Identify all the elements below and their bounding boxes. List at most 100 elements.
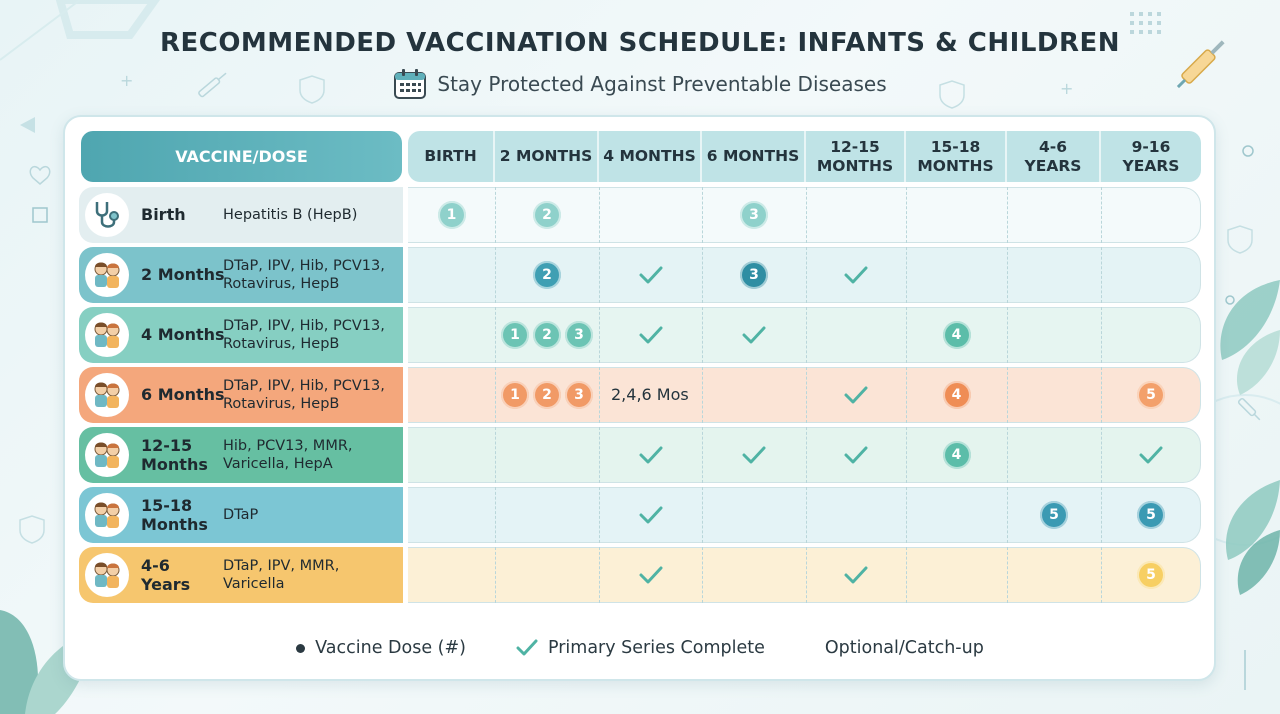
check-icon	[1139, 446, 1163, 464]
row-age: 6 Months	[141, 385, 225, 405]
cell-divider	[906, 307, 907, 363]
avatar	[85, 553, 129, 597]
cell-divider	[702, 187, 703, 243]
cell-divider	[906, 487, 907, 543]
dose-badge: 5	[1137, 381, 1165, 409]
row-data-area	[408, 427, 1201, 483]
children-icon	[94, 262, 120, 288]
page-subtitle: Stay Protected Against Preventable Disea…	[0, 68, 1280, 100]
children-icon	[94, 322, 120, 348]
legend-optional-label: Optional/Catch-up	[824, 638, 984, 658]
avatar	[85, 373, 129, 417]
cell-divider	[702, 547, 703, 603]
check-icon	[639, 566, 662, 584]
cell-divider	[1101, 487, 1102, 543]
dose-badge: 2	[533, 201, 561, 229]
check-icon	[844, 386, 868, 404]
check-icon	[742, 326, 766, 344]
cell-divider	[1007, 307, 1008, 363]
dose-badge: 5	[1040, 501, 1068, 529]
check-icon	[639, 506, 662, 524]
column-header: BIRTH	[408, 131, 495, 182]
row-vaccines: DTaP, IPV, Hib, PCV13, Rotavirus, HepB	[223, 317, 385, 352]
cell-divider	[495, 487, 496, 543]
cell-divider	[599, 427, 600, 483]
cell-divider	[495, 427, 496, 483]
cell-divider	[495, 187, 496, 243]
row-age: Birth	[141, 205, 186, 225]
cell-divider	[1101, 427, 1102, 483]
check-icon	[742, 446, 766, 464]
cell-divider	[702, 307, 703, 363]
legend-complete-label: Primary Series Complete	[547, 638, 765, 658]
cell-divider	[599, 367, 600, 423]
row-label: 15-18 Months DTaP	[79, 487, 403, 543]
dose-badge: 2	[533, 321, 561, 349]
row-age: 15-18 Months	[141, 495, 208, 534]
cell-divider	[495, 307, 496, 363]
cell-divider	[1007, 187, 1008, 243]
column-header: 4-6 YEARS	[1007, 131, 1101, 182]
children-icon	[94, 442, 120, 468]
cell-divider	[806, 247, 807, 303]
row-vaccines: Hib, PCV13, MMR, Varicella, HepA	[223, 437, 353, 472]
page-title: RECOMMENDED VACCINATION SCHEDULE: INFANT…	[159, 28, 1121, 58]
check-icon	[844, 566, 868, 584]
table-row: Birth Hepatitis B (HepB) 1 2 3	[79, 187, 1201, 243]
column-header: 6 MONTHS	[702, 131, 806, 182]
row-label: 2 Months DTaP, IPV, Hib, PCV13, Rotavirus…	[79, 247, 403, 303]
cell-divider	[806, 307, 807, 363]
cell-divider	[702, 427, 703, 483]
legend-optional: Optional/Catch-up	[825, 638, 984, 658]
check-icon	[639, 326, 662, 344]
dose-badge: 5	[1137, 561, 1165, 589]
cell-divider	[599, 547, 600, 603]
cell-divider	[906, 427, 907, 483]
cell-divider	[702, 487, 703, 543]
dose-badge: 3	[565, 321, 593, 349]
column-header: 2 MONTHS	[495, 131, 599, 182]
row-vaccines: DTaP, IPV, MMR, Varicella	[223, 557, 340, 592]
cell-divider	[599, 247, 600, 303]
row-data-area	[408, 187, 1201, 243]
row-vaccines: Hepatitis B (HepB)	[223, 206, 358, 223]
cell-divider	[702, 367, 703, 423]
cell-divider	[906, 187, 907, 243]
legend-dose: Vaccine Dose (#)	[296, 638, 466, 658]
row-label: 6 Months DTaP, IPV, Hib, PCV13, Rotavirus…	[79, 367, 403, 423]
column-header: 4 MONTHS	[599, 131, 702, 182]
cell-divider	[599, 187, 600, 243]
dose-badge: 5	[1137, 501, 1165, 529]
cell-divider	[1101, 307, 1102, 363]
row-data-area	[408, 547, 1201, 603]
cell-divider	[495, 367, 496, 423]
avatar	[85, 193, 129, 237]
stethoscope-icon	[95, 202, 119, 228]
cell-divider	[1007, 367, 1008, 423]
cell-divider	[806, 547, 807, 603]
check-icon	[516, 639, 538, 656]
dose-badge: 4	[942, 321, 971, 349]
row-label: 12-15 Months Hib, PCV13, MMR, Varicella, …	[79, 427, 403, 483]
cell-divider	[906, 367, 907, 423]
check-icon	[639, 266, 662, 284]
cell-divider	[806, 187, 807, 243]
row-label: 4-6 Years DTaP, IPV, MMR, Varicella	[79, 547, 403, 603]
cell-divider	[906, 247, 907, 303]
cell-divider	[1007, 247, 1008, 303]
avatar	[85, 493, 129, 537]
cell-divider	[1007, 547, 1008, 603]
row-age: 2 Months	[141, 265, 225, 285]
cell-divider	[495, 547, 496, 603]
cell-divider	[702, 247, 703, 303]
legend-dose-label: Vaccine Dose (#)	[315, 638, 466, 658]
dose-badge: 3	[740, 261, 768, 289]
cell-divider	[906, 547, 907, 603]
children-icon	[94, 382, 120, 408]
legend-complete: Primary Series Complete	[516, 638, 765, 658]
cell-divider	[1007, 427, 1008, 483]
dose-badge: 3	[565, 381, 593, 409]
cell-divider	[806, 487, 807, 543]
calendar-icon	[394, 69, 427, 99]
column-header: 12-15 MONTHS	[806, 131, 906, 182]
